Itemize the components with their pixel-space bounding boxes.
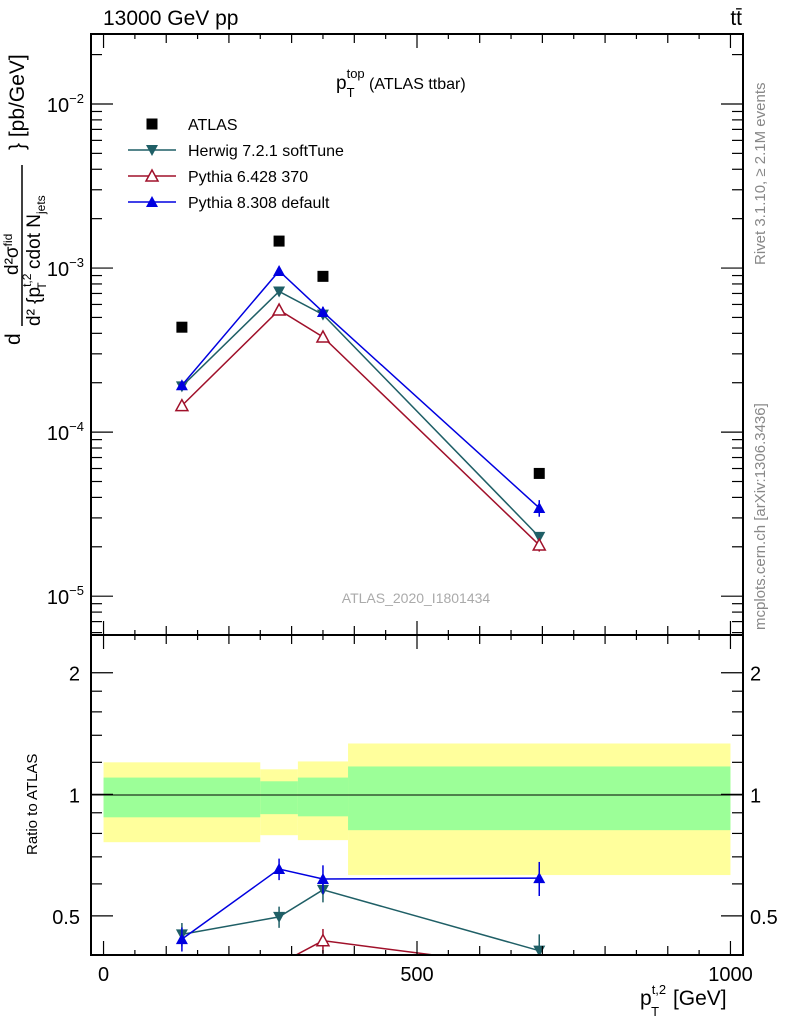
x-tick-label: 0 (98, 964, 109, 986)
legend-label: Pythia 6.428 370 (188, 169, 308, 186)
ratio-line-pythia-8-308-default (181, 868, 540, 940)
x-axis-label: pt,2 T [GeV] (640, 982, 727, 1019)
main-point-pythia-8-308-default (273, 264, 286, 276)
ratio-series (175, 858, 546, 994)
main-point-atlas (273, 235, 285, 247)
ratio-point-pythia-6-428-370 (533, 963, 545, 974)
main-point-pythia-8-308-default (316, 305, 329, 317)
y-tick-label: 10−2 (47, 91, 84, 117)
main-line-herwig-7-2-1-softtune (181, 290, 540, 538)
main-point-pythia-8-308-default (533, 501, 546, 513)
axes: 0 500 1000 10−2 10−3 10−4 10−5 0.5 0.5 1 1 2 2 (47, 34, 778, 986)
main-point-atlas (533, 467, 545, 479)
main-y-axis-label: d d²σfid d² {pt,2T cdot Njets } [pb/GeV] (1, 54, 49, 345)
ratio-line-pythia-6-428-370 (294, 939, 440, 955)
stat-uncertainty-band (260, 781, 298, 815)
main-series (174, 235, 547, 552)
x-tick-label: 1000 (708, 964, 753, 986)
legend-marker (144, 168, 160, 182)
ratio-point-pythia-8-308-default (316, 872, 329, 884)
ratio-y-tick-label: 0.5 (52, 907, 80, 929)
y-tick-label: 10−5 (47, 583, 84, 609)
main-point-pythia-6-428-370 (271, 302, 287, 316)
main-line-pythia-6-428-370 (181, 309, 540, 546)
main-point-pythia-8-308-default (175, 379, 188, 391)
header-energy: 13000 GeV pp (103, 7, 238, 30)
main-line-pythia-8-308-default (181, 269, 540, 509)
main-point-atlas (317, 270, 329, 282)
y-tick-label: 10−3 (47, 255, 84, 281)
ratio-uncertainty-bands (103, 743, 731, 876)
legend-label: ATLAS (188, 117, 238, 134)
legend-marker (146, 145, 158, 156)
legend: ATLAS Herwig 7.2.1 softTune Pythia 6.428 3… (128, 117, 344, 212)
svg-text:d: d (2, 333, 25, 345)
y-tick-label: 10−4 (47, 419, 84, 445)
main-point-herwig-7-2-1-softtune (533, 531, 546, 543)
ratio-point-pythia-8-308-default (533, 872, 546, 884)
svg-text:d² {pt,2T cdot Njets: d² {pt,2T cdot Njets (20, 195, 49, 326)
svg-text:} [pb/GeV]: } [pb/GeV] (6, 54, 29, 150)
ratio-point-herwig-7-2-1-softtune (273, 911, 286, 923)
legend-marker (146, 118, 158, 130)
legend-marker (146, 196, 158, 207)
ratio-y-axis-label: Ratio to ATLAS (24, 754, 41, 855)
main-point-herwig-7-2-1-softtune (273, 286, 286, 298)
main-point-pythia-6-428-370 (531, 537, 547, 551)
svg-text:d²σfid: d²σfid (1, 234, 23, 275)
main-point-pythia-6-428-370 (174, 398, 190, 412)
ratio-line-herwig-7-2-1-softtune (181, 889, 540, 952)
analysis-watermark: ATLAS_2020_I1801434 (342, 590, 491, 606)
ratio-y-tick-label-right: 2 (750, 664, 761, 686)
x-tick-label: 500 (400, 964, 433, 986)
ratio-y-tick-label: 1 (69, 785, 80, 807)
ratio-point-pythia-8-308-default (273, 863, 286, 875)
ratio-point-pythia-6-428-370 (315, 933, 331, 947)
mcplots-label: mcplots.cern.ch [arXiv:1306.3436] (752, 403, 769, 630)
ratio-y-tick-label-right: 1 (750, 785, 761, 807)
ratio-frame (90, 634, 744, 956)
main-point-pythia-6-428-370 (315, 329, 331, 343)
plot-title: ptop T (ATLAS ttbar) (336, 66, 466, 100)
legend-label: Pythia 8.308 default (188, 195, 330, 212)
stat-uncertainty-band (348, 766, 731, 831)
stat-uncertainty-band (297, 777, 349, 817)
rivet-label: Rivet 3.1.10, ≥ 2.1M events (752, 83, 769, 266)
header-process: tt̄ (730, 7, 742, 30)
ratio-point-pythia-6-428-370 (273, 958, 285, 969)
ratio-y-tick-label: 2 (69, 664, 80, 686)
ratio-point-pythia-6-428-370 (176, 983, 188, 994)
main-point-atlas (176, 321, 188, 333)
ratio-y-tick-label-right: 0.5 (750, 907, 778, 929)
stat-uncertainty-band (103, 777, 261, 818)
ratio-point-pythia-8-308-default (175, 933, 188, 945)
legend-label: Herwig 7.2.1 softTune (188, 143, 344, 160)
